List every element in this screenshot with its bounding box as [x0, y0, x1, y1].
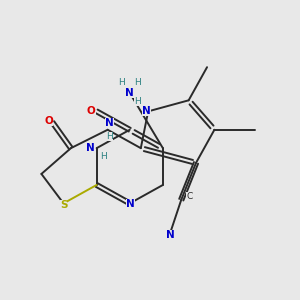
Text: N: N: [85, 143, 94, 153]
Text: N: N: [125, 88, 134, 98]
Text: N: N: [126, 199, 135, 209]
Text: O: O: [87, 106, 95, 116]
Text: H: H: [106, 132, 113, 141]
Text: C: C: [186, 192, 193, 201]
Text: H: H: [134, 97, 141, 106]
Text: H: H: [100, 152, 106, 161]
Text: S: S: [60, 200, 67, 210]
Text: N: N: [105, 118, 114, 128]
Text: N: N: [166, 230, 175, 240]
Text: H: H: [118, 78, 125, 87]
Text: O: O: [44, 116, 53, 126]
Text: N: N: [142, 106, 151, 116]
Text: H: H: [134, 78, 141, 87]
